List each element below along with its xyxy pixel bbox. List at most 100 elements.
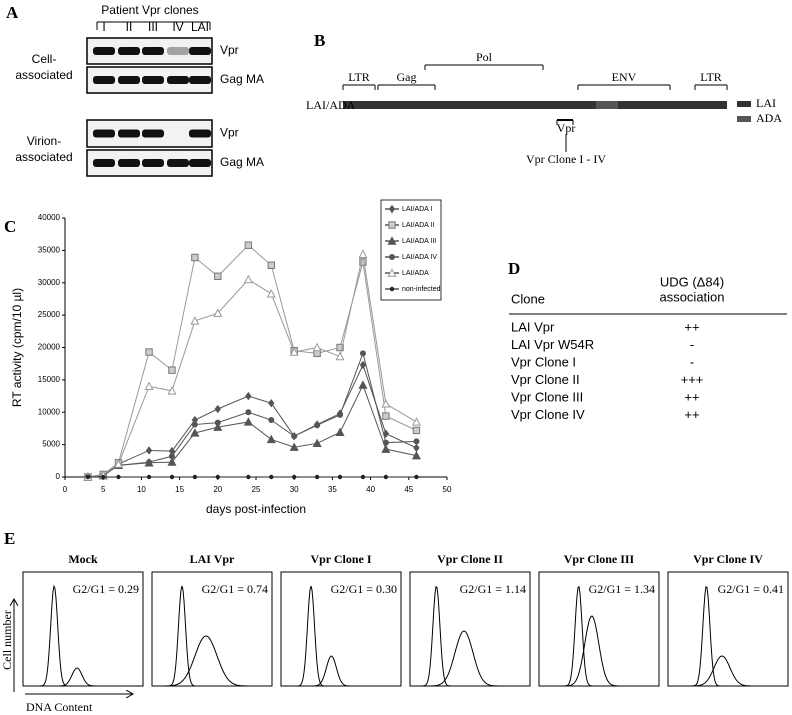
marker (268, 417, 275, 424)
y-tick-label: 30000 (38, 278, 61, 287)
marker (213, 422, 223, 431)
marker (412, 426, 421, 435)
marker (289, 347, 299, 356)
histogram-ratio: G2/G1 = 0.29 (73, 582, 139, 596)
group-label: associated (15, 68, 72, 82)
row-value: ++ (684, 319, 699, 334)
histogram-ratio: G2/G1 = 1.34 (589, 582, 655, 596)
y-tick-label: 25000 (38, 310, 61, 319)
marker (146, 474, 152, 480)
marker (358, 249, 368, 258)
band (189, 129, 211, 138)
band (118, 129, 140, 138)
marker (381, 444, 391, 453)
marker (116, 474, 121, 480)
marker (337, 411, 344, 418)
histogram-ratio: G2/G1 = 0.30 (331, 582, 397, 596)
row-value: - (690, 354, 694, 369)
row-value: ++ (684, 389, 699, 404)
marker (411, 450, 421, 460)
marker (337, 474, 343, 480)
histogram-box (22, 571, 144, 687)
row-name: Vpr Clone IV (511, 407, 585, 422)
x-tick-label: 10 (137, 485, 146, 494)
y-axis-label: RT activity (cpm/10 µl) (10, 288, 24, 407)
legend-label: LAI/ADA IV (402, 254, 437, 261)
row-value: +++ (681, 372, 704, 387)
marker (359, 350, 366, 357)
gene-label: Vpr (557, 121, 576, 135)
marker (168, 453, 175, 460)
row-name: Vpr Clone I (511, 354, 576, 369)
legend-label: non-infected (402, 286, 441, 293)
row-value: ++ (684, 407, 699, 422)
panel-letter: E (4, 529, 15, 548)
marker (358, 380, 368, 389)
table-header: association (659, 289, 724, 304)
band (118, 47, 140, 55)
marker (146, 459, 153, 466)
marker (245, 409, 252, 416)
marker (167, 457, 177, 466)
histogram-title: Vpr Clone III (564, 552, 635, 566)
marker (414, 474, 419, 480)
legend-swatch (737, 116, 751, 122)
marker (312, 438, 322, 448)
histogram-curve (152, 635, 272, 687)
legend-label: LAI/ADA III (402, 238, 436, 245)
legend-label: LAI/ADA II (402, 222, 434, 229)
x-tick-label: 20 (213, 485, 222, 494)
series-line (87, 363, 417, 478)
marker (413, 438, 420, 445)
marker (314, 474, 320, 480)
marker (360, 474, 366, 480)
band (142, 47, 164, 55)
band (118, 76, 140, 84)
table-header: Clone (511, 291, 545, 306)
marker (246, 474, 251, 480)
histogram-title: Vpr Clone II (437, 552, 503, 566)
marker (243, 417, 253, 426)
histogram-title: Mock (68, 552, 98, 566)
legend-label: LAI/ADA (402, 270, 429, 277)
marker (388, 204, 396, 214)
marker (85, 474, 91, 480)
legend-label: LAI (756, 96, 776, 110)
axis-label: Cell number (0, 610, 14, 670)
legend-swatch (737, 101, 751, 107)
marker (335, 351, 345, 361)
band (93, 76, 115, 84)
histogram-ratio: G2/G1 = 0.41 (718, 582, 784, 596)
marker (243, 274, 253, 284)
construct-label: LAI/ADA (306, 98, 356, 112)
row-name: LAI Vpr (511, 319, 555, 334)
x-tick-label: 5 (101, 485, 106, 494)
marker (167, 386, 177, 395)
marker (214, 404, 221, 414)
y-tick-label: 20000 (38, 343, 61, 352)
marker (190, 428, 200, 437)
marker (101, 474, 106, 480)
marker (335, 427, 345, 437)
x-tick-label: 30 (290, 485, 299, 494)
marker (389, 254, 395, 260)
marker (359, 360, 367, 370)
marker (389, 286, 395, 292)
histogram-title: Vpr Clone I (310, 552, 371, 566)
lane-label: IV (172, 20, 183, 34)
marker (266, 288, 276, 298)
marker (145, 348, 153, 356)
band (189, 47, 211, 55)
y-tick-label: 10000 (38, 407, 61, 416)
band (93, 129, 115, 138)
lane-label: I (102, 20, 105, 34)
y-tick-label: 5000 (42, 440, 60, 449)
marker (388, 221, 396, 229)
row-name: LAI Vpr W54R (511, 337, 594, 352)
y-tick-label: 15000 (38, 375, 61, 384)
marker (382, 439, 389, 446)
band (167, 47, 189, 55)
y-tick-label: 35000 (38, 245, 61, 254)
histogram-ratio: G2/G1 = 1.14 (460, 582, 526, 596)
